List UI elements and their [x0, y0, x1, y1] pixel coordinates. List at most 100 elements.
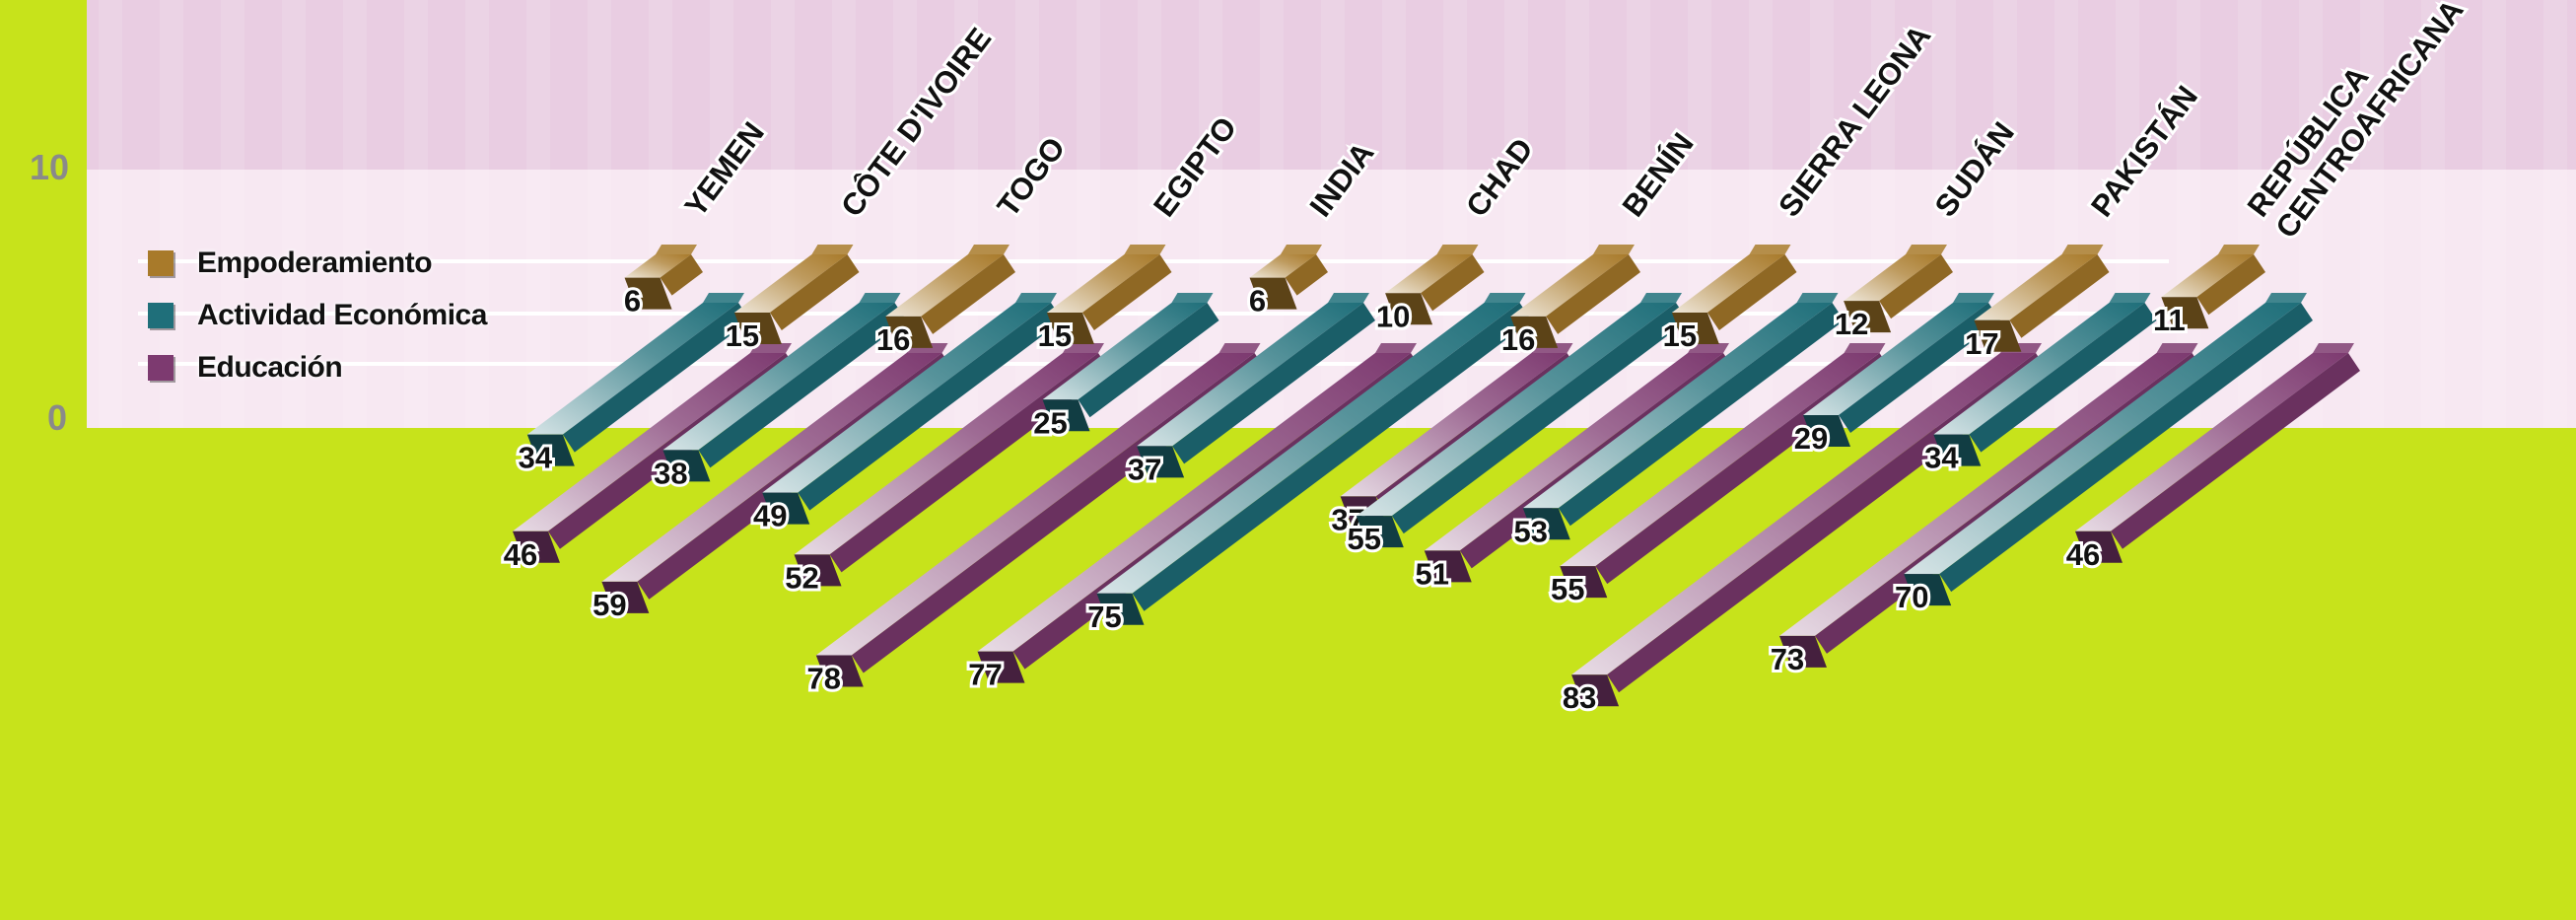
bg-stripe [343, 0, 367, 428]
bar-end-face [1671, 312, 1719, 344]
y-tick-0: 0 [47, 397, 67, 438]
bar-cap [656, 245, 697, 254]
value-label-chad-actividad-economica: 75 [1087, 600, 1121, 634]
bar-cap [1688, 343, 1729, 353]
value-label-india-actividad-economica: 37 [1128, 452, 1161, 486]
value-label-benin-empoderamiento: 16 [1501, 322, 1535, 357]
value-label-sierra-leona-empoderamiento: 15 [1663, 318, 1697, 353]
value-label-republica-centroafricana-empoderamiento: 11 [2153, 303, 2186, 337]
bar-cote-d-ivoire-actividad-economica: 38 [651, 293, 907, 493]
value-label-pakistan-empoderamiento: 17 [1965, 326, 1998, 361]
bar-sudan-actividad-economica: 29 [1791, 293, 2000, 459]
bg-stripe [221, 0, 244, 428]
value-label-sierra-leona-educacion: 55 [1551, 572, 1584, 606]
legend-label-educacion: Educación [197, 350, 343, 384]
bar-side-face [769, 254, 860, 330]
bg-stripe [526, 0, 550, 428]
bar-end-face [662, 450, 711, 482]
legend: Empoderamiento Actividad Económica Educa… [148, 237, 487, 393]
bg-stripe [1810, 0, 1834, 428]
bg-stripe [404, 0, 428, 428]
bar-side-face [829, 353, 1110, 573]
bar-end-face [1844, 301, 1892, 333]
bar-cap [811, 245, 854, 254]
value-label-sudan-empoderamiento: 12 [1835, 307, 1868, 341]
bar-india-empoderamiento: 6 [1246, 245, 1328, 321]
bar-republica-centroafricana-empoderamiento: 11 [2150, 245, 2265, 340]
bar-top-face [1671, 254, 1785, 313]
bar-cap [968, 245, 1010, 254]
bar-cap [703, 293, 744, 303]
bar-top-face [1249, 254, 1316, 278]
bar-sierra-leona-empoderamiento: 15 [1660, 245, 1797, 356]
bar-end-face [601, 581, 650, 613]
bar-end-face [1042, 399, 1090, 432]
legend-swatch-educacion [148, 354, 174, 381]
value-label-pakistan-actividad-economica: 34 [1924, 441, 1959, 475]
value-label-sudan-educacion: 83 [1563, 680, 1596, 715]
bar-end-face [794, 554, 842, 587]
bar-top-face [1571, 353, 2036, 675]
legend-swatch-actividad-economica [148, 302, 174, 328]
bar-side-face [1078, 303, 1219, 418]
bar-end-face [1522, 508, 1570, 540]
bar-end-face [526, 434, 575, 466]
bg-stripe [2543, 0, 2567, 428]
bar-top-face [762, 303, 1051, 493]
legend-item-empoderamiento: Empoderamiento [148, 237, 487, 289]
bar-top-face [512, 353, 786, 531]
bar-side-face [660, 254, 703, 296]
bar-cap [859, 293, 901, 303]
bar-top-face [526, 303, 738, 435]
value-label-togo-empoderamiento: 16 [876, 322, 910, 357]
legend-swatch-empoderamiento [148, 249, 174, 276]
value-label-egipto-actividad-economica: 25 [1033, 405, 1067, 440]
bar-egipto-actividad-economica: 25 [1030, 293, 1219, 443]
bar-yemen-empoderamiento: 6 [621, 245, 703, 321]
bar-end-face [1385, 293, 1433, 325]
bar-top-face [624, 254, 691, 278]
bar-cap [1640, 293, 1682, 303]
bar-yemen-actividad-economica: 34 [516, 293, 750, 478]
bar-end-face [2074, 531, 2123, 563]
value-label-cote-d-ivoire-empoderamiento: 15 [726, 318, 759, 353]
bar-end-face [1974, 319, 2022, 352]
bg-stripe [2360, 0, 2384, 428]
bar-top-face [1560, 353, 1880, 567]
bar-side-face [1879, 254, 1953, 319]
bar-top-face [662, 303, 895, 451]
bar-cap [1015, 293, 1057, 303]
bg-stripe [2421, 0, 2445, 428]
bar-side-face [2196, 254, 2265, 316]
bar-top-face [1042, 303, 1208, 400]
bar-top-face [1424, 353, 1723, 551]
bar-benin-empoderamiento: 16 [1498, 245, 1640, 360]
bar-top-face [885, 254, 1004, 317]
bg-stripe [710, 0, 733, 428]
bar-cap [2156, 343, 2198, 353]
bar-end-face [1046, 312, 1094, 344]
bar-end-face [733, 312, 782, 344]
bar-togo-empoderamiento: 16 [873, 245, 1015, 360]
bar-top-face [2074, 353, 2348, 531]
bar-end-face [977, 651, 1025, 683]
legend-item-educacion: Educación [148, 341, 487, 393]
bar-side-face [798, 303, 1063, 511]
bar-cap [1375, 343, 1417, 353]
bar-sierra-leona-actividad-economica: 53 [1511, 293, 1845, 551]
value-label-sierra-leona-actividad-economica: 53 [1514, 514, 1548, 548]
bar-top-face [1844, 254, 1941, 302]
value-label-benin-educacion: 51 [1416, 556, 1449, 591]
bar-top-face [1510, 254, 1629, 317]
value-label-togo-educacion: 52 [785, 560, 818, 595]
bar-end-face [1137, 446, 1185, 478]
bar-top-face [794, 353, 1098, 555]
bar-side-face [2110, 353, 2360, 549]
value-label-egipto-empoderamiento: 15 [1038, 318, 1072, 353]
bar-pakistan-actividad-economica: 34 [1921, 293, 2157, 478]
value-label-republica-centroafricana-actividad-economica: 70 [1895, 580, 1928, 614]
bar-pakistan-empoderamiento: 17 [1962, 245, 2110, 364]
value-label-benin-actividad-economica: 55 [1348, 522, 1381, 556]
bar-side-face [698, 303, 907, 468]
